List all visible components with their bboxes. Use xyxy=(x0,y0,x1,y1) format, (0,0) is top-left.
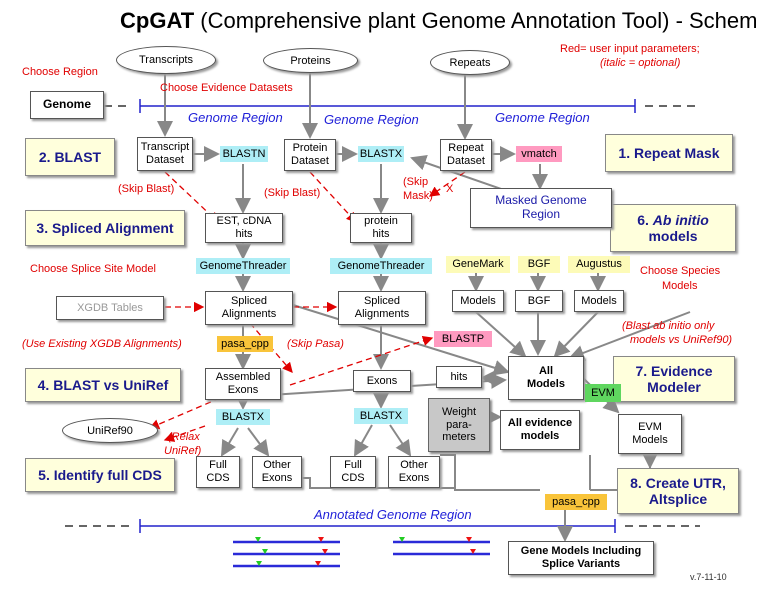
blastp-tool: BLASTP xyxy=(434,331,492,347)
step-2-blast: 2. BLAST xyxy=(25,138,115,176)
transcripts-input: Transcripts xyxy=(116,46,216,74)
choose-splice-label: Choose Splice Site Model xyxy=(30,263,156,275)
blastx-tool-3: BLASTX xyxy=(354,408,408,424)
relax-uniref-label-1: (Relax xyxy=(168,431,200,443)
step-8-create-utr: 8. Create UTR, Altsplice xyxy=(617,468,739,514)
masked-genome-region: Masked Genome Region xyxy=(470,188,612,228)
bgf-tool: BGF xyxy=(518,256,560,273)
step-6-ab-initio: 6. Ab initio models xyxy=(610,204,736,252)
skip-mask-label-1: (Skip xyxy=(403,176,429,188)
proteins-input: Proteins xyxy=(263,48,358,73)
choose-evidence-label: Choose Evidence Datasets xyxy=(160,82,293,94)
step-7-evidence-modeler: 7. Evidence Modeler xyxy=(613,356,735,402)
choose-species-label-1: Choose Species xyxy=(640,265,721,277)
blast-abinitio-label-1: (Blast ab initio only xyxy=(622,320,715,332)
assembled-exons: Assembled Exons xyxy=(205,368,281,400)
legend-line-1: Red= user input parameters; xyxy=(560,43,700,55)
all-evidence-models: All evidence models xyxy=(500,410,580,450)
relax-uniref-label-2: UniRef) xyxy=(164,445,202,457)
genome-node: Genome xyxy=(30,91,104,119)
hits-node: hits xyxy=(436,366,482,388)
use-existing-label: (Use Existing XGDB Alignments) xyxy=(22,338,182,350)
repeats-input: Repeats xyxy=(430,50,510,75)
spliced-alignments-2: Spliced Alignments xyxy=(338,291,426,325)
repeat-dataset: Repeat Dataset xyxy=(440,139,492,171)
diagram-title: CpGAT (Comprehensive plant Genome Annota… xyxy=(120,8,757,33)
spliced-alignments-1: Spliced Alignments xyxy=(205,291,293,325)
genomethreader-tool-1: GenomeThreader xyxy=(196,258,290,274)
vmatch-tool: vmatch xyxy=(516,146,562,162)
pasa-cpp-tool-2: pasa_cpp xyxy=(545,494,607,510)
blastx-tool-1: BLASTX xyxy=(358,146,404,162)
other-exons-2: Other Exons xyxy=(388,456,440,488)
pasa-cpp-tool-1: pasa_cpp xyxy=(217,336,273,352)
xgdb-tables: XGDB Tables xyxy=(56,296,164,320)
full-cds-1: Full CDS xyxy=(196,456,240,488)
step-5-identify-full-cds: 5. Identify full CDS xyxy=(25,458,175,492)
models-augustus: Models xyxy=(574,290,624,312)
protein-hits: protein hits xyxy=(350,213,412,243)
genome-region-label-1: Genome Region xyxy=(188,110,283,125)
evm-models: EVM Models xyxy=(618,414,682,454)
skip-mask-label-2: Mask) xyxy=(403,190,433,202)
skip-pasa-label: (Skip Pasa) xyxy=(287,338,344,350)
weight-parameters: Weight para-meters xyxy=(428,398,490,452)
skip-blast-label-1: (Skip Blast) xyxy=(118,183,175,195)
step-3-spliced-alignment: 3. Spliced Alignment xyxy=(25,210,185,246)
blastx-tool-2: BLASTX xyxy=(216,409,270,425)
annotated-region-label: Annotated Genome Region xyxy=(314,507,472,522)
models-bgf: BGF xyxy=(515,290,563,312)
transcript-dataset: Transcript Dataset xyxy=(137,137,193,171)
genome-region-label-2: Genome Region xyxy=(324,112,419,127)
uniref90-input: UniRef90 xyxy=(62,418,158,443)
evm-tool: EVM xyxy=(585,384,621,402)
choose-region-label: Choose Region xyxy=(22,66,98,78)
blast-abinitio-label-2: models vs UniRef90) xyxy=(630,334,733,346)
skip-mask-x: X xyxy=(446,183,454,195)
est-cdna-hits: EST, cDNA hits xyxy=(205,213,283,243)
all-models-node: All Models xyxy=(508,356,584,400)
gene-models-splice-variants: Gene Models Including Splice Variants xyxy=(508,541,654,575)
genome-region-label-3: Genome Region xyxy=(495,110,590,125)
genomethreader-tool-2: GenomeThreader xyxy=(330,258,432,274)
skip-blast-label-2: (Skip Blast) xyxy=(264,187,321,199)
version-label: v.7-11-10 xyxy=(690,572,727,582)
step-1-repeat-mask: 1. Repeat Mask xyxy=(605,134,733,172)
choose-species-label-2: Models xyxy=(662,280,698,292)
step-4-blast-uniref: 4. BLAST vs UniRef xyxy=(25,368,181,402)
legend-line-2: (italic = optional) xyxy=(600,57,681,69)
exons-node: Exons xyxy=(353,370,411,392)
protein-dataset: Protein Dataset xyxy=(284,139,336,171)
other-exons-1: Other Exons xyxy=(252,456,302,488)
full-cds-2: Full CDS xyxy=(330,456,376,488)
genemark-tool: GeneMark xyxy=(446,256,510,273)
models-genemark: Models xyxy=(452,290,504,312)
augustus-tool: Augustus xyxy=(568,256,630,273)
blastn-tool: BLASTN xyxy=(220,146,268,162)
